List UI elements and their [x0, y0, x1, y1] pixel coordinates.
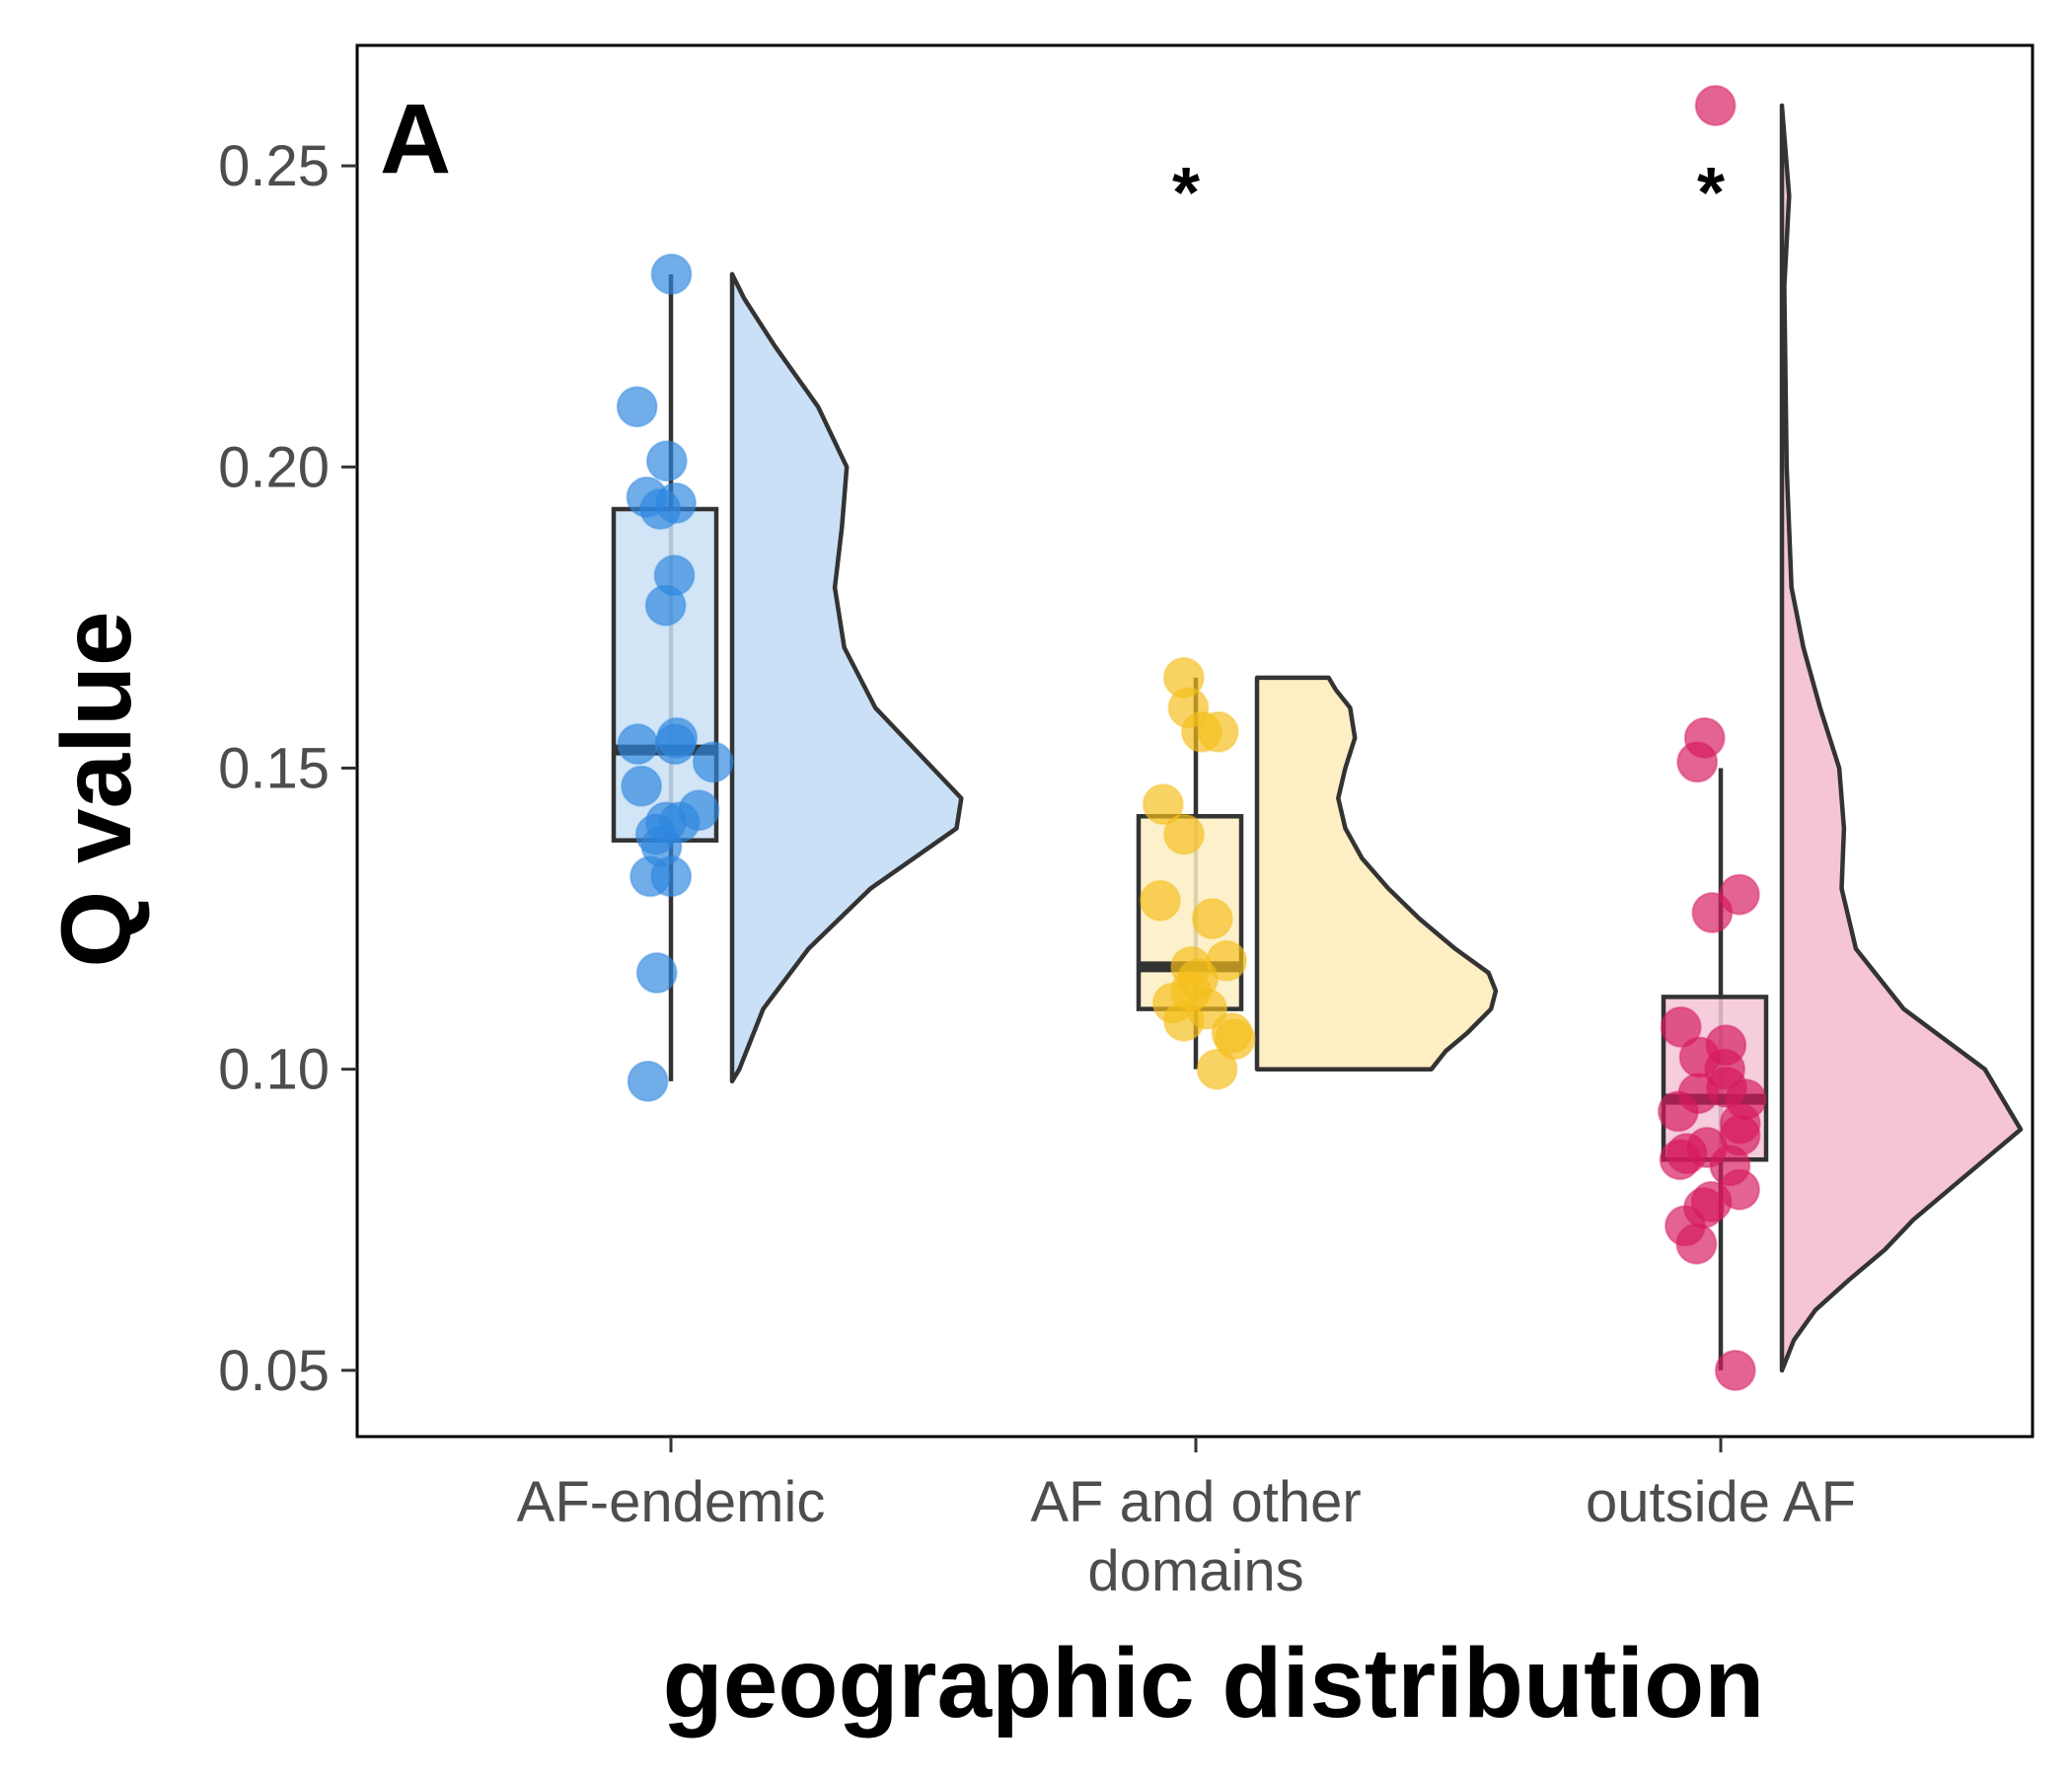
x-tick-label: domains — [1087, 1539, 1303, 1603]
data-point — [1691, 892, 1734, 933]
data-point — [645, 440, 688, 482]
data-point — [1196, 1048, 1238, 1090]
data-point — [644, 584, 687, 627]
y-tick-label: 0.20 — [218, 435, 330, 499]
data-point — [1660, 1005, 1702, 1048]
significance-mark: * — [1172, 154, 1200, 233]
density-cloud — [1779, 103, 2024, 1373]
density-cloud — [729, 271, 964, 1084]
data-point — [1675, 1222, 1718, 1265]
annotations: * * — [1172, 154, 1725, 233]
data-point — [1191, 898, 1233, 940]
data-point — [639, 488, 682, 530]
data-point — [1197, 710, 1239, 753]
data-point — [1659, 1139, 1701, 1181]
y-tick-label: 0.10 — [218, 1038, 330, 1102]
data-point — [635, 952, 678, 994]
y-tick-label: 0.25 — [218, 134, 330, 198]
data-point — [692, 741, 734, 783]
data-point — [1714, 1349, 1756, 1391]
data-point — [1139, 879, 1181, 922]
y-axis: 0.05 0.10 0.15 0.20 0.25 — [218, 134, 357, 1403]
x-tick-label: AF and other — [1030, 1470, 1361, 1534]
data-point — [1657, 1090, 1699, 1133]
jitter-points — [616, 85, 1767, 1391]
data-point — [1676, 741, 1719, 783]
data-point — [617, 723, 659, 766]
data-point — [629, 855, 672, 898]
data-point — [616, 386, 658, 428]
data-point — [1694, 85, 1737, 126]
y-tick-label: 0.05 — [218, 1339, 330, 1403]
data-point — [1142, 783, 1184, 826]
significance-mark: * — [1697, 154, 1725, 233]
data-point — [621, 765, 663, 807]
box-plots — [611, 273, 1769, 1370]
data-point — [1162, 999, 1205, 1042]
y-axis-title: Q value — [41, 611, 152, 967]
x-tick-label: AF-endemic — [517, 1470, 826, 1534]
y-tick-label: 0.15 — [218, 736, 330, 800]
data-point — [627, 1060, 669, 1102]
data-point — [650, 253, 693, 295]
density-clouds — [729, 103, 2024, 1373]
x-tick-label: outside AF — [1586, 1470, 1856, 1534]
x-axis-title: geographic distribution — [663, 1628, 1765, 1739]
data-point — [1163, 813, 1205, 855]
data-point — [654, 723, 697, 766]
panel-label: A — [380, 84, 451, 194]
data-point — [1214, 1018, 1256, 1061]
density-cloud — [1254, 675, 1499, 1072]
